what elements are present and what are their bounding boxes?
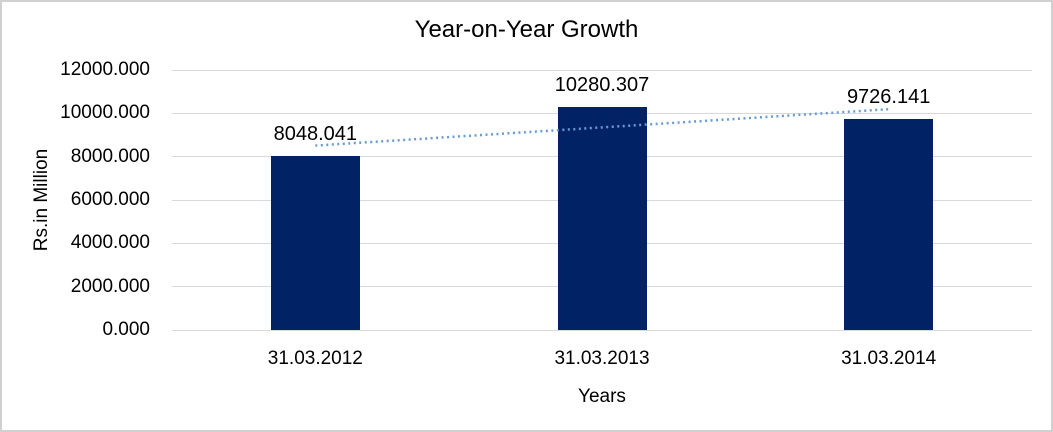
y-tick-label: 10000.000 — [60, 102, 150, 124]
bar — [844, 119, 934, 330]
x-axis-title: Years — [578, 386, 626, 407]
x-category-label: 31.03.2013 — [554, 348, 650, 369]
data-label: 10280.307 — [554, 74, 650, 97]
gridline — [172, 329, 1032, 331]
bar — [270, 155, 360, 330]
gridline — [172, 69, 1032, 71]
y-tick-label: 6000.000 — [70, 189, 150, 210]
y-tick-label: 12000.000 — [60, 59, 150, 80]
y-tick-label: 2000.000 — [70, 275, 150, 297]
chart-title: Year-on-Year Growth — [414, 16, 639, 43]
data-label: 9726.141 — [846, 86, 931, 109]
y-tick-label: 4000.000 — [70, 232, 150, 254]
bar — [557, 107, 647, 330]
data-label: 8048.041 — [273, 122, 358, 145]
x-category-label: 31.03.2014 — [841, 348, 937, 369]
x-category-label: 31.03.2012 — [267, 348, 363, 369]
y-tick-label: 0.000 — [102, 319, 150, 340]
y-tick-label: 8000.000 — [70, 145, 150, 167]
